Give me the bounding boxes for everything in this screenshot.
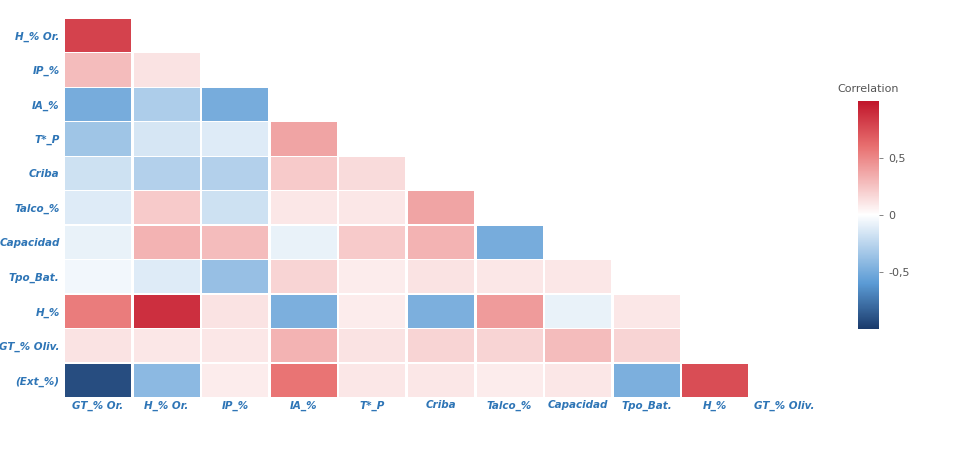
Bar <box>339 329 406 362</box>
Bar <box>545 364 612 397</box>
Bar <box>339 157 406 190</box>
Bar <box>270 122 337 155</box>
Bar <box>613 364 680 397</box>
Bar <box>476 226 543 259</box>
Bar <box>202 191 269 224</box>
Bar <box>476 329 543 362</box>
Bar <box>133 157 200 190</box>
Bar <box>270 364 337 397</box>
Bar <box>65 122 131 155</box>
Bar <box>65 260 131 293</box>
Bar <box>65 19 131 52</box>
Bar <box>65 88 131 121</box>
Bar <box>613 329 680 362</box>
Bar <box>65 157 131 190</box>
Bar <box>133 329 200 362</box>
Bar <box>339 295 406 328</box>
Bar <box>408 260 474 293</box>
Bar <box>339 260 406 293</box>
Bar <box>270 191 337 224</box>
Bar <box>408 329 474 362</box>
Bar <box>476 364 543 397</box>
Bar <box>133 295 200 328</box>
Bar <box>545 329 612 362</box>
Bar <box>682 364 749 397</box>
Bar <box>133 88 200 121</box>
Bar <box>476 295 543 328</box>
Bar <box>408 364 474 397</box>
Bar <box>545 295 612 328</box>
Title: Correlation: Correlation <box>838 84 899 94</box>
Bar <box>613 295 680 328</box>
Bar <box>270 157 337 190</box>
Bar <box>270 329 337 362</box>
Bar <box>65 226 131 259</box>
Bar <box>65 364 131 397</box>
Bar <box>202 88 269 121</box>
Bar <box>202 122 269 155</box>
Bar <box>339 364 406 397</box>
Bar <box>65 295 131 328</box>
Bar <box>408 191 474 224</box>
Bar <box>476 260 543 293</box>
Bar <box>202 226 269 259</box>
Bar <box>545 260 612 293</box>
Bar <box>133 260 200 293</box>
Bar <box>202 157 269 190</box>
Bar <box>339 226 406 259</box>
Bar <box>270 295 337 328</box>
Bar <box>202 364 269 397</box>
Bar <box>133 122 200 155</box>
Bar <box>133 226 200 259</box>
Bar <box>65 53 131 86</box>
Bar <box>408 295 474 328</box>
Bar <box>133 191 200 224</box>
Bar <box>408 226 474 259</box>
Bar <box>270 260 337 293</box>
Bar <box>202 295 269 328</box>
Bar <box>65 329 131 362</box>
Bar <box>133 364 200 397</box>
Bar <box>202 329 269 362</box>
Bar <box>202 260 269 293</box>
Bar <box>270 226 337 259</box>
Bar <box>339 191 406 224</box>
Bar <box>65 191 131 224</box>
Bar <box>133 53 200 86</box>
